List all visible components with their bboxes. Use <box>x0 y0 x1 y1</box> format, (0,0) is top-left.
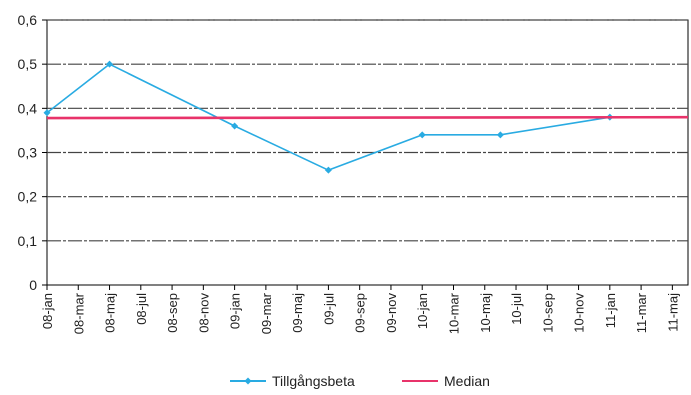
data-point <box>106 60 114 68</box>
x-tick-label: 09-mar <box>259 292 274 334</box>
data-point <box>418 131 426 139</box>
x-tick-label: 08-nov <box>196 293 211 333</box>
x-tick-label: 09-nov <box>384 293 399 333</box>
x-tick-label: 08-maj <box>103 293 118 333</box>
x-tick-label: 10-mar <box>446 292 461 334</box>
y-tick-label: 0,1 <box>18 233 38 249</box>
x-tick-label: 11-maj <box>665 293 680 332</box>
x-tick-label: 08-mar <box>71 292 86 334</box>
x-tick-label: 09-sep <box>353 293 368 333</box>
series-line-tillg-ngsbeta <box>46 63 688 171</box>
x-tick-label: 09-maj <box>290 293 305 333</box>
y-tick-label: 0,5 <box>18 56 38 72</box>
x-tick-label: 08-jan <box>40 293 55 329</box>
y-tick-label: 0,6 <box>18 12 38 28</box>
x-tick-label: 10-jul <box>509 293 524 325</box>
x-tick-label: 10-sep <box>540 293 555 333</box>
data-point <box>324 166 332 174</box>
data-point <box>496 131 504 139</box>
x-tick-label: 08-jul <box>134 293 149 325</box>
x-tick-label: 10-nov <box>572 293 587 333</box>
x-tick-label: 10-jan <box>415 293 430 329</box>
x-tick-label: 10-maj <box>478 293 493 333</box>
y-tick-label: 0,2 <box>18 189 38 205</box>
y-tick-label: 0,4 <box>18 100 38 116</box>
y-tick-label: 0 <box>29 277 37 293</box>
x-tick-label: 09-jan <box>228 293 243 329</box>
data-point <box>43 109 51 117</box>
x-tick-label: 11-mar <box>634 292 649 333</box>
legend-label-median: Median <box>444 373 490 389</box>
x-tick-label: 09-jul <box>321 293 336 325</box>
y-tick-label: 0,3 <box>18 145 38 161</box>
legend-marker <box>244 377 252 385</box>
data-point <box>231 122 239 130</box>
series-line-median <box>46 115 689 120</box>
x-tick-label: 11-jan <box>603 293 618 328</box>
x-tick-label: 08-sep <box>165 293 180 333</box>
legend-label-tillg-ngsbeta: Tillgångsbeta <box>272 373 355 389</box>
